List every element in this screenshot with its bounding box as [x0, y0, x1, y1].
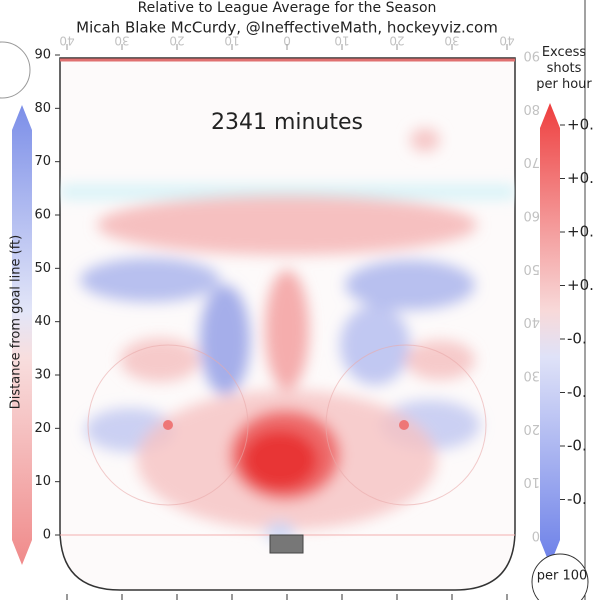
- faceoff-circle: [325, 344, 487, 506]
- x-tick-label: 20: [389, 34, 404, 48]
- colorbar-left: [12, 105, 32, 565]
- x-tick-label: 10: [334, 34, 349, 48]
- unit-badge: [531, 553, 589, 600]
- faceoff-dot: [163, 420, 173, 430]
- x-tick-label: 30: [444, 34, 459, 48]
- y-tick-label-mirror: 80: [523, 101, 540, 116]
- x-tick-label: 0: [283, 34, 291, 48]
- chart-title: Relative to League Average for the Seaso…: [138, 0, 437, 16]
- chart-subtitle: Micah Blake McCurdy, @IneffectiveMath, h…: [76, 19, 498, 37]
- x-tick-label: 30: [114, 34, 129, 48]
- colorbar-label: Excess shots per hour: [536, 45, 592, 92]
- y-tick-label: 80: [34, 101, 51, 116]
- annotation: 2341 minutes: [211, 110, 363, 135]
- y-tick-label-mirror: 70: [523, 154, 540, 169]
- y-tick-label-mirror: 40: [523, 314, 540, 329]
- y-tick-label: 20: [34, 421, 51, 436]
- faceoff-dot: [399, 420, 409, 430]
- y-tick-label-mirror: 90: [523, 48, 540, 63]
- colorbar-tick-label: -0.: [567, 383, 587, 401]
- colorbar-tick-label: +0.: [567, 223, 594, 241]
- colorbar-right: [540, 103, 560, 565]
- x-tick-label: 40: [59, 34, 74, 48]
- y-tick-label: 60: [34, 208, 51, 223]
- y-tick-label: 70: [34, 154, 51, 169]
- y-tick-label-mirror: 20: [523, 421, 540, 436]
- y-tick-label: 30: [34, 368, 51, 383]
- y-tick-label-mirror: 10: [523, 474, 540, 489]
- net: [269, 534, 304, 554]
- y-axis-label: Distance from goal line (ft): [9, 235, 24, 409]
- y-tick-label: 90: [34, 48, 51, 63]
- y-tick-label: 0: [43, 528, 51, 543]
- y-tick-label-mirror: 0: [532, 528, 540, 543]
- y-tick-label-mirror: 30: [523, 368, 540, 383]
- colorbar-tick-label: -0.: [567, 437, 587, 455]
- unit-note: per 100: [537, 569, 588, 584]
- y-tick-label: 40: [34, 314, 51, 329]
- colorbar-tick-label: +0.: [567, 116, 594, 134]
- colorbar-tick-label: +0.: [567, 276, 594, 294]
- colorbar-tick-label: -0.: [567, 330, 587, 348]
- y-tick-label-mirror: 50: [523, 261, 540, 276]
- y-tick-label: 10: [34, 474, 51, 489]
- x-tick-label: 40: [499, 34, 514, 48]
- colorbar-tick-label: +0.: [567, 169, 594, 187]
- x-tick-label: 20: [169, 34, 184, 48]
- unit-badge: [0, 41, 31, 99]
- y-tick-label-mirror: 60: [523, 208, 540, 223]
- colorbar-tick-label: -0.: [567, 490, 587, 508]
- faceoff-circle: [87, 344, 249, 506]
- y-tick-label: 50: [34, 261, 51, 276]
- heatmap: [60, 128, 515, 542]
- x-tick-label: 10: [224, 34, 239, 48]
